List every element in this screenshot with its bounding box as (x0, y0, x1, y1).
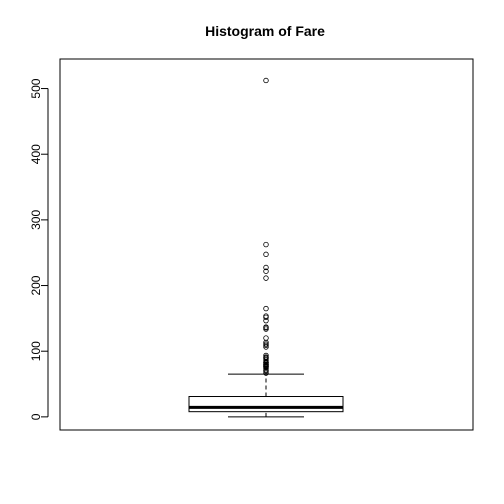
chart-title: Histogram of Fare (205, 23, 325, 39)
outlier-point (263, 268, 269, 274)
outlier-point (263, 251, 269, 258)
outlier-points (263, 77, 269, 376)
plot-frame (59, 58, 474, 431)
outlier-point (263, 264, 269, 271)
y-axis: 0 100 200 300 400 500 (29, 78, 49, 420)
interquartile-box (188, 396, 344, 413)
y-tick-label: 400 (29, 144, 43, 164)
outlier-point (263, 354, 269, 360)
outlier-point (263, 335, 269, 341)
y-tick-label: 300 (29, 210, 43, 230)
outlier-point (263, 324, 269, 330)
outlier-point (263, 341, 269, 347)
box-plot (188, 373, 344, 418)
outlier-point (263, 305, 269, 312)
outlier-point (263, 352, 269, 359)
outlier-point (263, 77, 269, 84)
y-tick-label: 200 (29, 275, 43, 295)
outlier-point (263, 241, 269, 248)
y-tick-label: 500 (29, 78, 43, 98)
y-tick-label: 0 (29, 413, 43, 420)
outlier-point (263, 275, 269, 281)
outlier-point (263, 313, 269, 319)
y-tick-label: 100 (29, 341, 43, 361)
